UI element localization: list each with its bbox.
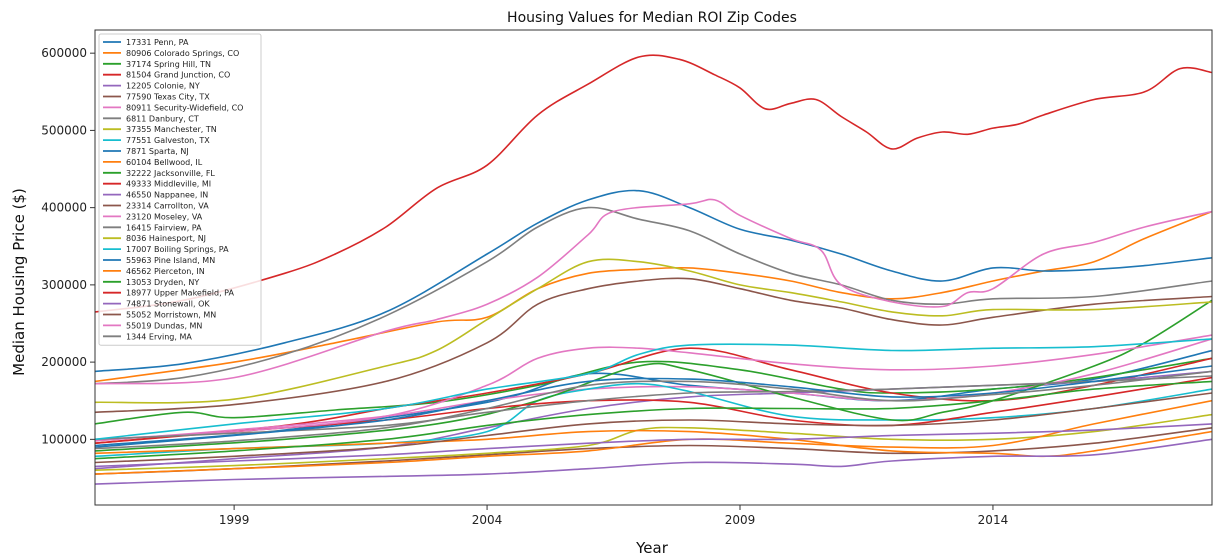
legend-entry: 37355 Manchester, TN (126, 125, 217, 134)
series-line-27 (95, 370, 1212, 450)
y-tick-label: 500000 (41, 123, 87, 137)
series-line-16 (95, 334, 1212, 441)
legend-entry: 80911 Security-Widefield, CO (126, 103, 243, 112)
series-line-11 (95, 429, 1212, 458)
series-line-19 (95, 338, 1212, 441)
series-line-20 (95, 365, 1212, 448)
series-line-7 (95, 206, 1212, 385)
y-axis-label: Median Housing Price ($) (10, 188, 28, 376)
legend-entry: 23120 Moseley, VA (126, 212, 203, 221)
legend-entry: 80906 Colorado Springs, CO (126, 49, 239, 58)
y-tick-label: 400000 (41, 201, 87, 215)
legend-entry: 49333 Middleville, MI (126, 180, 211, 189)
y-tick-label: 200000 (41, 355, 87, 369)
legend-entry: 1344 Erving, MA (126, 332, 192, 341)
legend-entry: 8036 Hainesport, NJ (126, 234, 206, 243)
series-line-14 (95, 438, 1212, 485)
series-line-1 (95, 210, 1212, 383)
series-line-2 (95, 357, 1212, 425)
x-tick-label: 2009 (725, 513, 756, 527)
x-axis: 1999 2004 2009 2014 (219, 505, 1008, 527)
legend-entry: 46562 Pierceton, IN (126, 267, 205, 276)
series-line-13 (95, 376, 1212, 444)
legend: 17331 Penn, PA 80906 Colorado Springs, CO… (98, 33, 262, 346)
y-tick-label: 300000 (41, 278, 87, 292)
series-line-10 (95, 189, 1212, 373)
x-tick-label: 2014 (978, 513, 1009, 527)
legend-entry: 46550 Nappanee, IN (126, 191, 208, 200)
series-lines (95, 54, 1212, 485)
legend-entry: 55019 Dundas, MN (126, 321, 202, 330)
legend-box (98, 33, 262, 346)
legend-entry: 37174 Spring Hill, TN (126, 60, 211, 69)
series-line-25 (95, 392, 1212, 464)
legend-entry: 16415 Fairview, PA (126, 223, 202, 232)
legend-entry: 81504 Grand Junction, CO (126, 71, 230, 80)
series-line-21 (95, 399, 1212, 475)
y-tick-label: 100000 (41, 432, 87, 446)
legend-entry: 77551 Galveston, TX (126, 136, 210, 145)
series-line-17 (95, 375, 1212, 441)
legend-entry: 55052 Morristown, MN (126, 311, 216, 320)
plot-frame (94, 29, 1213, 506)
legend-entry: 32222 Jacksonville, FL (126, 169, 215, 178)
x-axis-label: Year (635, 539, 669, 557)
series-line-15 (95, 277, 1212, 414)
series-line-8 (95, 413, 1212, 471)
series-line-5 (95, 427, 1212, 475)
legend-entry: 18977 Upper Makefield, PA (126, 289, 234, 298)
series-line-23 (95, 54, 1212, 313)
x-tick-label: 2004 (472, 513, 503, 527)
series-line-22 (95, 380, 1212, 460)
series-line-6 (95, 338, 1212, 442)
legend-entry: 17007 Boiling Springs, PA (126, 245, 229, 254)
legend-entry: 17331 Penn, PA (126, 38, 189, 47)
legend-entry: 60104 Bellwood, IL (126, 158, 203, 167)
legend-entry: 13053 Dryden, NY (126, 278, 199, 287)
series-line-26 (95, 198, 1212, 385)
legend-entry: 7871 Sparta, NJ (126, 147, 189, 156)
y-tick-label: 600000 (41, 46, 87, 60)
legend-entry: 23314 Carrollton, VA (126, 202, 209, 211)
chart-title: Housing Values for Median ROI Zip Codes (507, 10, 797, 26)
legend-entry: 6811 Danbury, CT (126, 114, 199, 123)
series-line-18 (95, 258, 1212, 404)
series-line-24 (95, 423, 1212, 468)
legend-entry: 77590 Texas City, TX (126, 93, 210, 102)
legend-entry: 12205 Colonie, NY (126, 82, 200, 91)
x-tick-label: 1999 (219, 513, 250, 527)
y-axis: 100000 200000 300000 400000 500000 600000 (41, 46, 95, 446)
legend-entry: 74871 Stonewall, OK (126, 300, 210, 309)
legend-entry: 55963 Pine Island, MN (126, 256, 215, 265)
